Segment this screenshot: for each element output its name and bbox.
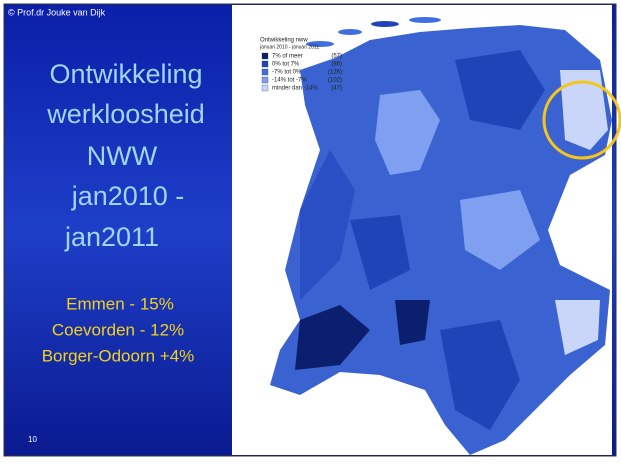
country — [270, 25, 612, 455]
map — [270, 17, 612, 455]
legend-swatch — [261, 52, 269, 60]
region — [350, 215, 410, 290]
copyright: © Prof.dr Jouke van Dijk — [8, 7, 106, 17]
island — [409, 17, 441, 23]
slide-title: Ontwikkeling werkloosheid NWW jan2010 - … — [46, 59, 205, 252]
legend-count: (47) — [331, 86, 342, 92]
legend-count: (57) — [331, 54, 342, 60]
island — [338, 29, 362, 35]
legend-swatch — [261, 84, 269, 92]
region — [555, 300, 600, 355]
page-number: 10 — [28, 435, 37, 444]
region — [440, 320, 520, 430]
legend-swatch — [261, 68, 269, 76]
legend-label: -14% tot -7% — [272, 78, 307, 84]
region — [295, 305, 370, 370]
legend-label: 7% of meer — [272, 54, 303, 60]
title-line: jan2011 — [64, 222, 159, 252]
region — [455, 50, 545, 130]
highlight-circle — [542, 80, 621, 160]
legend-label: 0% tot 7% — [272, 62, 300, 68]
legend-count: (102) — [328, 78, 342, 84]
title-line: jan2010 - — [71, 181, 185, 211]
region — [460, 190, 540, 270]
legend-label: minder dan -14% — [272, 86, 318, 92]
legend-count: (86) — [331, 62, 342, 68]
title-line: werkloosheid — [46, 99, 205, 129]
map-legend: Ontwikkeling nww januari 2010 - januari … — [259, 38, 342, 92]
region — [560, 70, 608, 150]
legend-title: Ontwikkeling nww — [260, 38, 308, 44]
region — [375, 90, 440, 175]
island — [306, 41, 334, 47]
region — [300, 150, 355, 300]
highlights: Emmen - 15% Coevorden - 12% Borger-Odoor… — [42, 294, 195, 365]
legend-swatch — [261, 76, 269, 84]
legend-swatch — [261, 60, 269, 68]
legend-subtitle: januari 2010 - januari 2011 — [259, 44, 319, 50]
highlight: Coevorden - 12% — [52, 320, 184, 339]
title-line: NWW — [87, 141, 158, 171]
legend-label: -7% tot 0% — [272, 70, 302, 76]
region — [395, 300, 430, 345]
title-line: Ontwikkeling — [49, 59, 202, 89]
legend-count: (126) — [328, 70, 342, 76]
highlight: Emmen - 15% — [66, 294, 174, 313]
highlight: Borger-Odoorn +4% — [42, 346, 195, 365]
island — [371, 21, 399, 27]
